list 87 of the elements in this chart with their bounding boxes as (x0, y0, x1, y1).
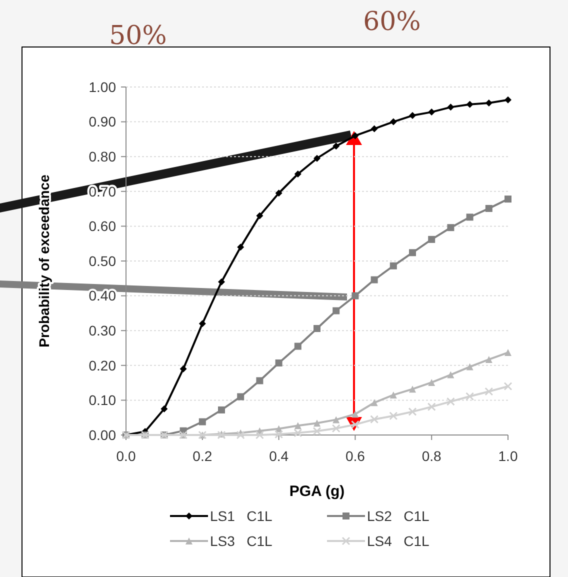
point (447, 371, 454, 378)
point (408, 407, 417, 416)
point (504, 349, 512, 356)
point (275, 359, 282, 366)
point (218, 278, 225, 286)
y-tick-label: 0.40 (88, 288, 116, 304)
point (447, 104, 454, 111)
point (504, 196, 512, 203)
point (466, 392, 474, 401)
point (350, 420, 360, 429)
point (180, 365, 187, 372)
point (485, 204, 492, 212)
point (198, 418, 206, 426)
point (466, 363, 474, 370)
point (428, 236, 436, 243)
point (428, 378, 436, 386)
y-tick-label: 0.80 (88, 148, 116, 164)
point (312, 426, 322, 436)
legend-label: LS2 C1L (367, 508, 430, 524)
point (484, 387, 494, 396)
point (352, 292, 359, 300)
point (275, 190, 282, 197)
point (294, 428, 302, 438)
y-tick-label: 0.10 (88, 392, 116, 408)
point (446, 397, 455, 406)
x-tick-label: 0.8 (422, 448, 442, 464)
point (370, 276, 378, 284)
x-axis-title: PGA (g) (289, 483, 345, 500)
point (314, 325, 320, 332)
point (255, 430, 264, 440)
y-axis-title: Probability of exceedance (36, 174, 52, 348)
point (389, 412, 398, 420)
point (160, 405, 168, 412)
point (370, 125, 378, 132)
point (447, 224, 454, 232)
point (256, 212, 264, 220)
x-tick-label: 1.0 (498, 448, 518, 464)
point (390, 118, 397, 126)
point (504, 96, 512, 104)
point (466, 100, 474, 108)
point (218, 406, 225, 414)
x-tick-label: 0.2 (192, 448, 212, 464)
y-tick-label: 0.90 (88, 114, 116, 130)
point (409, 386, 416, 393)
y-tick-label: 0.30 (88, 322, 116, 338)
point (274, 430, 284, 439)
legend-label: LS4 C1L (367, 532, 430, 549)
point (504, 382, 512, 391)
point (332, 307, 340, 314)
point (427, 402, 436, 412)
point (314, 420, 320, 427)
legend-label: LS1 C1L (210, 508, 272, 524)
point (428, 108, 436, 116)
x-tick-label: 0.6 (345, 448, 366, 464)
y-tick-label: 0.20 (88, 357, 116, 374)
point (390, 262, 397, 270)
point (294, 170, 302, 178)
point (352, 410, 359, 418)
point (409, 249, 416, 256)
y-tick-label: 0.50 (88, 252, 116, 269)
x-tick-label: 0.4 (269, 448, 289, 464)
y-tick-label: 0.00 (88, 426, 116, 443)
point (332, 142, 340, 150)
point (370, 399, 378, 406)
point (352, 132, 359, 140)
point (485, 100, 492, 107)
point (332, 424, 340, 433)
legend-label: LS3 C1L (210, 532, 272, 549)
point (370, 415, 379, 424)
point (256, 377, 264, 384)
point (485, 356, 492, 363)
point (409, 112, 416, 120)
x-tick-label: 0.0 (116, 448, 136, 464)
point (236, 430, 245, 440)
point (198, 320, 206, 328)
point (294, 422, 302, 430)
point (332, 416, 340, 424)
text: 50% (109, 21, 167, 51)
point (294, 342, 302, 350)
point (466, 214, 474, 221)
y-tick-label: 1.00 (88, 78, 116, 95)
y-tick-label: 0.60 (88, 218, 116, 234)
point (237, 393, 244, 400)
point (390, 391, 397, 398)
point (314, 154, 320, 162)
text: 60% (363, 7, 421, 37)
point (237, 244, 244, 251)
